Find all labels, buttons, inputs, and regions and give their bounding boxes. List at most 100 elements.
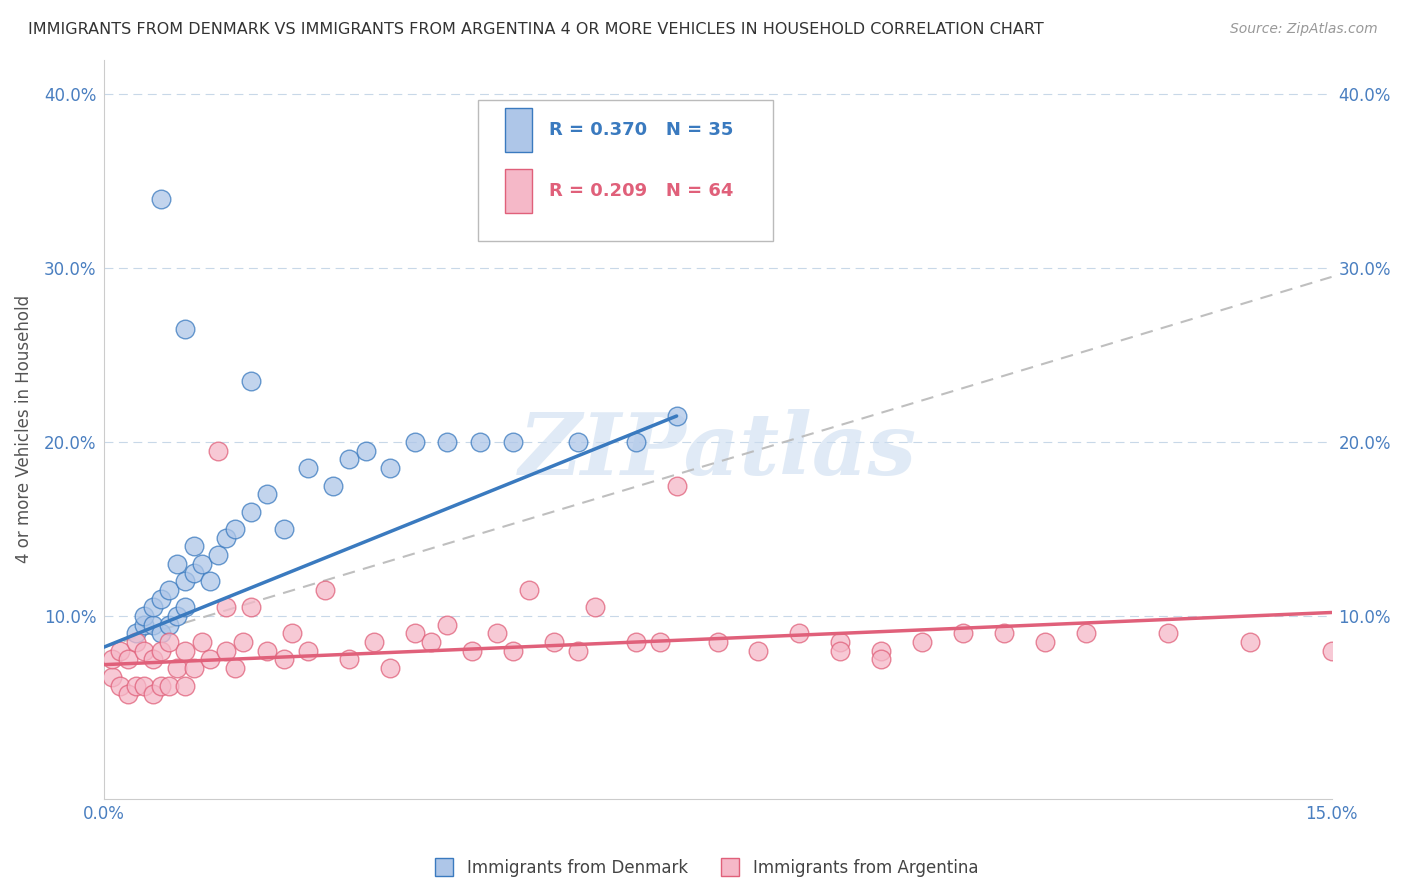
Point (117, 687, 139, 701)
Point (911, 635, 934, 649)
Point (157, 635, 180, 649)
Point (502, 644, 524, 658)
Point (665, 478, 688, 492)
Point (157, 679, 180, 693)
Point (125, 626, 148, 640)
Point (198, 574, 221, 589)
Point (624, 435, 647, 450)
Point (142, 652, 165, 666)
Point (166, 661, 188, 675)
Point (142, 600, 165, 615)
Point (337, 652, 360, 666)
Point (174, 600, 197, 615)
Point (314, 582, 336, 597)
Point (174, 574, 197, 589)
Point (108, 679, 131, 693)
Point (436, 617, 458, 632)
Point (583, 600, 606, 615)
Point (100, 652, 122, 666)
Point (142, 617, 165, 632)
Point (224, 522, 246, 536)
Point (354, 443, 377, 458)
Point (378, 661, 401, 675)
Point (468, 435, 491, 450)
Point (420, 635, 443, 649)
Point (183, 540, 205, 554)
Point (215, 531, 238, 545)
Point (665, 409, 688, 423)
Point (183, 566, 205, 580)
Point (149, 192, 172, 206)
Point (134, 617, 156, 632)
Point (404, 435, 426, 450)
Point (134, 609, 156, 624)
Point (461, 644, 484, 658)
Point (436, 435, 458, 450)
Point (273, 652, 295, 666)
Point (297, 644, 319, 658)
Point (207, 443, 229, 458)
Point (297, 461, 319, 475)
Point (1157, 626, 1180, 640)
Point (100, 670, 122, 684)
Text: ZIPatlas: ZIPatlas (519, 409, 917, 493)
Point (183, 661, 205, 675)
Point (239, 374, 262, 388)
Point (485, 626, 508, 640)
Point (117, 652, 139, 666)
Point (207, 548, 229, 562)
Point (198, 652, 221, 666)
Point (567, 644, 589, 658)
Point (567, 435, 589, 450)
Point (502, 435, 524, 450)
Point (232, 635, 254, 649)
Point (870, 644, 893, 658)
Point (174, 322, 197, 336)
Point (378, 461, 401, 475)
Point (1320, 644, 1343, 658)
Point (149, 591, 172, 606)
Point (624, 635, 647, 649)
Point (993, 626, 1015, 640)
Point (134, 679, 156, 693)
Point (166, 609, 188, 624)
Point (281, 626, 304, 640)
Point (149, 626, 172, 640)
FancyBboxPatch shape (505, 169, 531, 213)
Point (830, 635, 852, 649)
Point (239, 505, 262, 519)
Point (215, 644, 238, 658)
Text: R = 0.209   N = 64: R = 0.209 N = 64 (550, 182, 734, 200)
Point (174, 679, 197, 693)
Text: R = 0.370   N = 35: R = 0.370 N = 35 (550, 120, 734, 139)
Point (1074, 626, 1097, 640)
Point (404, 626, 426, 640)
Point (134, 644, 156, 658)
Point (747, 644, 769, 658)
Point (256, 487, 278, 501)
Point (191, 557, 214, 571)
Point (157, 582, 180, 597)
Point (239, 600, 262, 615)
Point (215, 600, 238, 615)
Point (870, 652, 893, 666)
Legend: Immigrants from Denmark, Immigrants from Argentina: Immigrants from Denmark, Immigrants from… (420, 853, 986, 884)
Point (108, 644, 131, 658)
Point (256, 644, 278, 658)
Point (830, 644, 852, 658)
Point (337, 452, 360, 467)
Point (125, 679, 148, 693)
Point (322, 478, 344, 492)
Point (166, 557, 188, 571)
Point (149, 679, 172, 693)
Point (224, 661, 246, 675)
Point (1239, 635, 1261, 649)
Point (1033, 635, 1056, 649)
Y-axis label: 4 or more Vehicles in Household: 4 or more Vehicles in Household (15, 295, 32, 563)
Point (157, 617, 180, 632)
FancyBboxPatch shape (505, 108, 531, 152)
FancyBboxPatch shape (478, 100, 773, 241)
Point (543, 635, 565, 649)
Point (142, 687, 165, 701)
Point (149, 644, 172, 658)
